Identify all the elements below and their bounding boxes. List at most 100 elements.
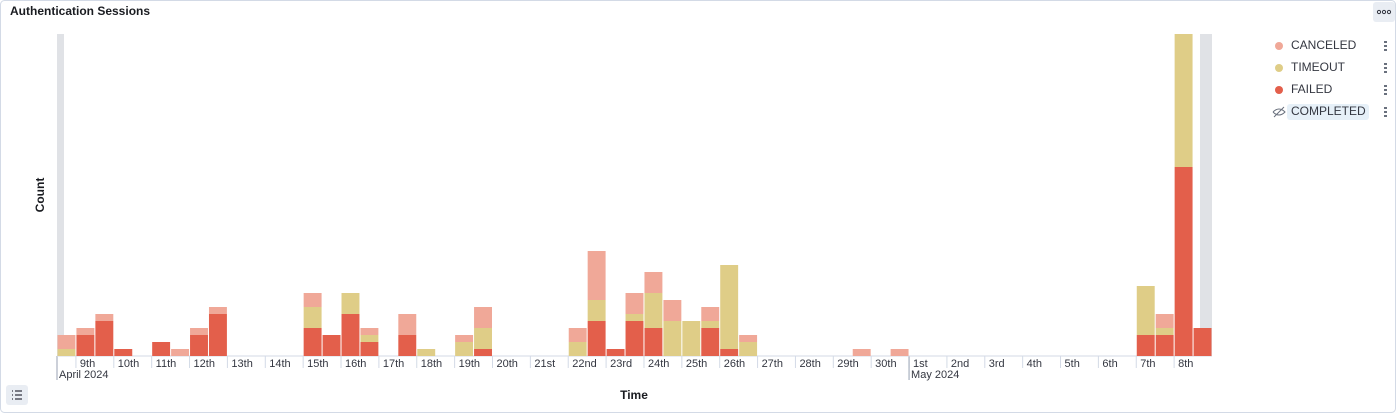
bar-segment bbox=[455, 342, 474, 356]
bar-segment bbox=[1174, 167, 1193, 356]
bar-segment bbox=[1155, 335, 1174, 356]
out-of-range-shade bbox=[1200, 34, 1212, 356]
legend-action-dot[interactable] bbox=[1384, 45, 1387, 47]
bar-segment bbox=[171, 349, 190, 356]
bar-segment bbox=[720, 265, 739, 349]
bar-segment bbox=[587, 321, 606, 356]
out-of-range-shade bbox=[57, 34, 64, 356]
x-tick-label: 11th bbox=[156, 358, 177, 370]
bar-segment bbox=[474, 328, 492, 349]
legend-label[interactable]: TIMEOUT bbox=[1291, 60, 1346, 74]
legend-action-dot[interactable] bbox=[1384, 93, 1387, 95]
bar-segment bbox=[474, 349, 492, 356]
x-tick-label: 28th bbox=[799, 358, 820, 370]
x-tick-label: 9th bbox=[80, 358, 95, 370]
legend-action-dot[interactable] bbox=[1384, 115, 1387, 117]
legend-action-dot[interactable] bbox=[1384, 89, 1387, 91]
x-tick-label: 4th bbox=[1027, 358, 1042, 370]
legend-action-dot[interactable] bbox=[1384, 71, 1387, 73]
legend-swatch bbox=[1275, 64, 1283, 72]
bar-segment bbox=[739, 335, 758, 342]
bar-segment bbox=[1155, 328, 1174, 335]
x-tick-secondary-label: May 2024 bbox=[911, 369, 959, 381]
bar-segment bbox=[682, 321, 701, 356]
legend-label[interactable]: CANCELED bbox=[1291, 38, 1357, 52]
bar-segment bbox=[644, 272, 663, 293]
legend-toggle-button[interactable] bbox=[6, 385, 28, 405]
x-tick-label: 17th bbox=[383, 358, 404, 370]
legend-action-dot[interactable] bbox=[1384, 111, 1387, 113]
bar-segment bbox=[1136, 286, 1155, 335]
x-axis-title: Time bbox=[620, 388, 648, 402]
bar-segment bbox=[303, 307, 322, 328]
bar-segment bbox=[114, 349, 133, 356]
bar-segment bbox=[739, 342, 758, 356]
x-tick-label: 20th bbox=[496, 358, 517, 370]
bar-segment bbox=[57, 335, 76, 349]
bar-segment bbox=[57, 349, 76, 356]
bar-segment bbox=[208, 307, 227, 314]
x-tick-label: 10th bbox=[118, 358, 139, 370]
legend-label[interactable]: FAILED bbox=[1291, 82, 1333, 96]
legend-hidden-icon bbox=[1272, 106, 1286, 118]
legend-swatch bbox=[1275, 42, 1283, 50]
bar-segment bbox=[606, 349, 625, 356]
x-tick-label: 7th bbox=[1140, 358, 1155, 370]
bar-segment bbox=[1174, 34, 1193, 167]
bar-segment bbox=[398, 335, 417, 356]
bar-segment bbox=[360, 335, 379, 342]
options-button[interactable] bbox=[1373, 2, 1395, 22]
bar-segment bbox=[76, 328, 95, 335]
legend-action-dot[interactable] bbox=[1384, 49, 1387, 51]
bar-segment bbox=[360, 328, 379, 335]
bar-segment bbox=[322, 335, 341, 356]
bar-segment bbox=[663, 300, 682, 321]
x-tick-label: 26th bbox=[724, 358, 745, 370]
bar-segment bbox=[474, 307, 492, 328]
legend-action-dot[interactable] bbox=[1384, 107, 1387, 109]
bar-segment bbox=[720, 349, 739, 356]
x-tick-label: 22nd bbox=[572, 358, 596, 370]
bar-segment bbox=[455, 335, 474, 342]
bar-segment bbox=[95, 314, 114, 321]
x-tick-label: 6th bbox=[1102, 358, 1117, 370]
bar-segment bbox=[644, 293, 663, 328]
bar-segment bbox=[625, 321, 644, 356]
bar-segment bbox=[644, 328, 663, 356]
x-tick-label: 13th bbox=[231, 358, 252, 370]
bar-segment bbox=[890, 349, 909, 356]
x-tick-secondary-label: April 2024 bbox=[59, 369, 109, 381]
bar-segment bbox=[568, 342, 587, 356]
bar-segment bbox=[303, 328, 322, 356]
x-tick-label: 29th bbox=[837, 358, 858, 370]
x-tick-label: 8th bbox=[1178, 358, 1193, 370]
legend-highlight bbox=[1287, 104, 1369, 120]
bar-segment bbox=[587, 251, 606, 300]
x-tick-label: 16th bbox=[345, 358, 366, 370]
legend-action-dot[interactable] bbox=[1384, 63, 1387, 65]
x-tick-label: 23rd bbox=[610, 358, 632, 370]
bar-segment bbox=[701, 307, 720, 321]
x-tick-label: 24th bbox=[648, 358, 669, 370]
legend-action-dot[interactable] bbox=[1384, 85, 1387, 87]
bar-segment bbox=[190, 335, 208, 356]
x-tick-label: 12th bbox=[194, 358, 215, 370]
legend-action-dot[interactable] bbox=[1384, 67, 1387, 69]
legend-label[interactable]: COMPLETED bbox=[1291, 104, 1366, 118]
bar-segment bbox=[360, 342, 379, 356]
bar-segment bbox=[76, 335, 95, 356]
legend-action-dot[interactable] bbox=[1384, 41, 1387, 43]
bar-segment bbox=[701, 328, 720, 356]
bar-segment bbox=[625, 314, 644, 321]
bar-segment bbox=[190, 328, 208, 335]
bar-segment bbox=[417, 349, 436, 356]
x-tick-label: 15th bbox=[307, 358, 328, 370]
bar-segment bbox=[701, 321, 720, 328]
x-tick-label: 30th bbox=[875, 358, 896, 370]
chart-title: Authentication Sessions bbox=[10, 4, 150, 18]
x-tick-label: 3rd bbox=[989, 358, 1005, 370]
x-tick-label: 2nd bbox=[951, 358, 969, 370]
bar-segment bbox=[208, 314, 227, 356]
x-tick-label: 14th bbox=[269, 358, 290, 370]
bar-segment bbox=[663, 321, 682, 356]
